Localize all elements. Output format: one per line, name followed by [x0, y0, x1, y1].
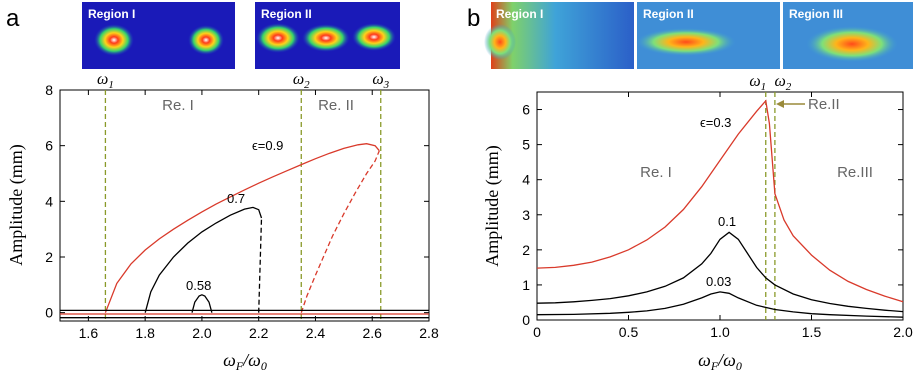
chart-a: Amplitude (mm) 1.6 1.8 2.0 2.2 2.4 2.6 2.8 0 2 4… [6, 71, 439, 373]
y-tick-label: 1 [522, 277, 530, 293]
vline-label: ω3 [372, 71, 389, 91]
x-tick-label: 2.0 [893, 324, 913, 340]
region-label: Re.II [808, 96, 840, 113]
image-region-ii-b: Region II [636, 2, 780, 69]
arrow-re-ii [776, 100, 805, 108]
y-tick-label: 6 [522, 102, 530, 118]
series-line [104, 143, 380, 313]
y-tick-label: 6 [45, 138, 53, 154]
region-label: Re. II [318, 97, 354, 114]
y-tick-label: 3 [522, 207, 530, 223]
curve-label: ϵ=0.9 [252, 138, 283, 153]
image-region-ii-a: Region II [255, 2, 400, 69]
region-label: Re. I [640, 164, 672, 181]
image-region-i-a: Region I [82, 2, 235, 69]
image-label: Region II [643, 7, 694, 21]
vline-label: ω2 [293, 71, 310, 91]
y-tick-label: 4 [522, 172, 530, 188]
y-tick-label: 4 [45, 193, 53, 209]
curve-label: 0.58 [186, 278, 211, 293]
x-tick-label: 2.2 [249, 325, 269, 341]
series-line [144, 206, 263, 313]
region-label: Re. I [162, 97, 194, 114]
region-label: Re.III [837, 164, 873, 181]
x-tick-label: 2.0 [192, 325, 212, 341]
curve-label: ϵ=0.3 [700, 115, 731, 130]
x-tick-label: 2.8 [419, 325, 439, 341]
x-tick-label: 2.4 [306, 325, 326, 341]
curve-label: 0.7 [227, 191, 245, 206]
image-label: Region I [88, 7, 135, 21]
x-tick-label: 1.6 [79, 325, 99, 341]
curve-label: 0.1 [718, 214, 736, 229]
series-line [536, 231, 904, 313]
y-tick-label: 8 [45, 82, 53, 98]
vline-label: ω2 [775, 73, 792, 93]
x-tick-label: 0.5 [619, 324, 639, 340]
panel-letter-b: b [467, 5, 480, 32]
y-tick-label: 2 [45, 249, 53, 265]
x-tick-label: 0 [533, 324, 541, 340]
chart-b: Amplitude (mm) 0 0.5 1.0 1.5 2.0 0 1 2 3 4 5 6 ω1 ω… [482, 73, 913, 373]
image-label: Region II [261, 7, 312, 21]
y-tick-label: 5 [522, 137, 530, 153]
y-tick-label: 0 [45, 305, 53, 321]
x-axis-label: ωF/ω0 [223, 350, 267, 373]
series-line [300, 150, 380, 313]
x-axis-label: ωF/ω0 [698, 350, 742, 373]
image-region-iii-b: Region III [783, 2, 913, 69]
x-tick-label: 1.0 [710, 324, 730, 340]
image-label: Region III [789, 7, 843, 21]
y-tick-label: 0 [522, 312, 530, 328]
x-tick-label: 1.5 [802, 324, 822, 340]
series-line [191, 294, 213, 313]
x-tick-label: 2.6 [362, 325, 382, 341]
plot-frame [59, 89, 430, 322]
vline-label: ω1 [97, 71, 114, 91]
plot-frame [536, 91, 904, 321]
y-axis-label: Amplitude (mm) [6, 144, 27, 265]
image-label: Region I [496, 7, 543, 21]
y-axis-label: Amplitude (mm) [482, 145, 503, 266]
curve-label: 0.03 [706, 274, 731, 289]
series-line [536, 99, 904, 303]
panel-letter-a: a [6, 5, 20, 32]
x-tick-label: 1.8 [135, 325, 155, 341]
series-line [536, 291, 904, 318]
image-region-i-b: Region I [484, 2, 634, 69]
vline-label: ω1 [749, 73, 766, 93]
y-tick-label: 2 [522, 242, 530, 258]
